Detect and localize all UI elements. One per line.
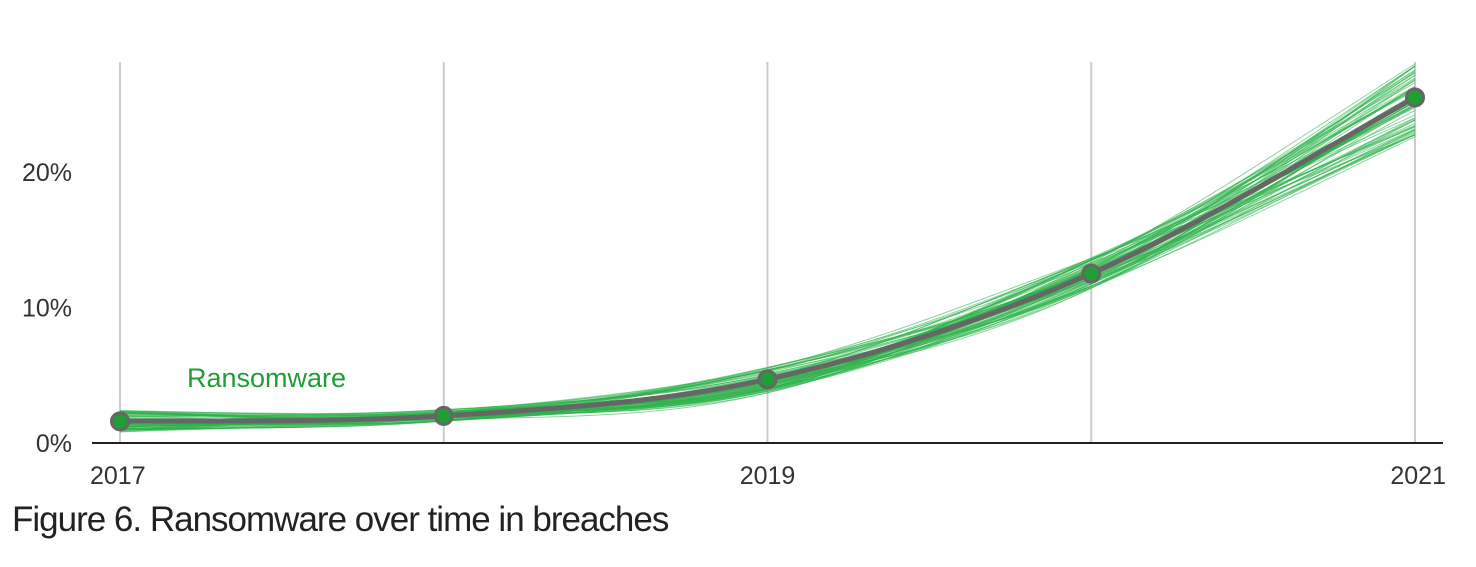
data-point-2018 [433,405,454,426]
figure-caption: Figure 6. Ransomware over time in breach… [12,500,669,539]
y-tick-label: 0% [36,430,72,458]
data-point-2017 [110,411,130,432]
x-tick-label: 2017 [90,462,146,490]
ensemble-line [119,98,1416,417]
data-point-2020 [1081,263,1102,284]
y-axis-ticks: 0% 10% 20% [22,159,72,458]
y-tick-label: 20% [22,159,72,187]
data-point-2019 [757,369,778,390]
data-point-2021 [1405,87,1425,108]
x-tick-label: 2019 [740,462,796,490]
series-ransomware [110,87,1425,432]
x-tick-label: 2021 [1390,462,1446,490]
series-label-ransomware: Ransomware [187,363,346,393]
x-axis-ticks: 2017 2019 2021 [90,462,1446,490]
y-tick-label: 10% [22,295,72,323]
chart: 0% 10% 20% 2017 2019 2021 Ransomware [22,62,1446,490]
